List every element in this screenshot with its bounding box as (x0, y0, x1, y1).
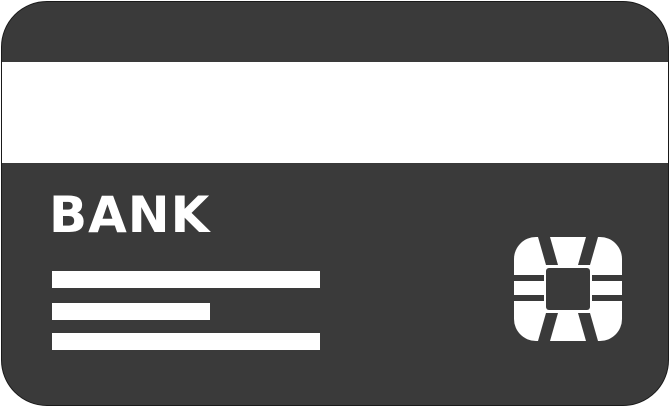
card-text-line-2 (52, 303, 210, 320)
bank-label: BANK (49, 186, 211, 244)
card-text-line-1 (52, 271, 320, 288)
chip-graphic (512, 237, 624, 341)
chip-icon (512, 235, 624, 343)
card-text-line-3 (52, 333, 320, 350)
magnetic-stripe (2, 62, 668, 163)
